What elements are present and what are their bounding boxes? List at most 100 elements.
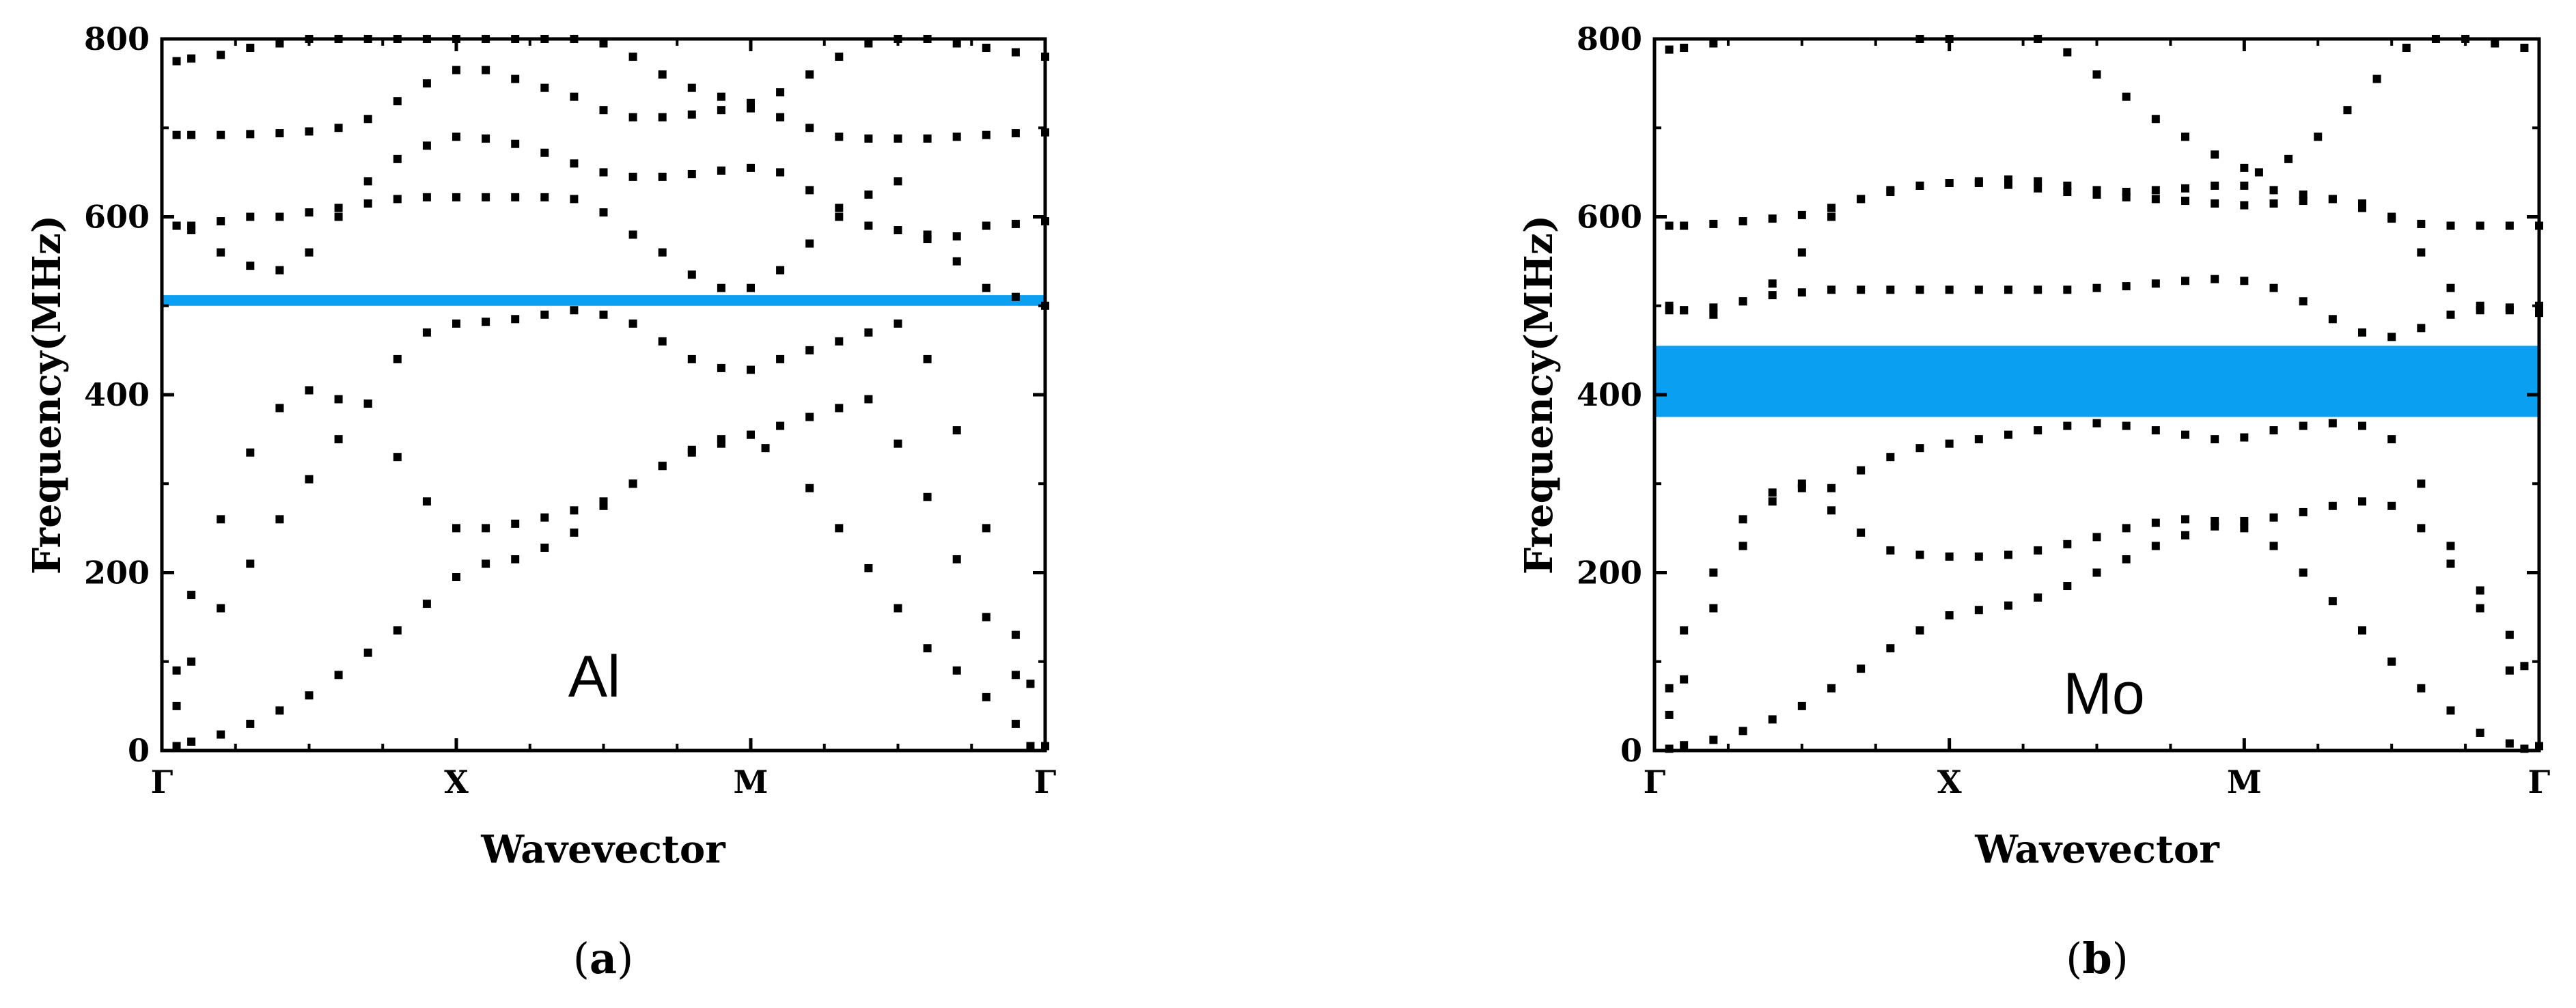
data-point [805, 239, 814, 248]
data-point [482, 193, 490, 201]
data-point [1709, 39, 1718, 48]
data-point [570, 506, 579, 515]
y-tick-label: 0 [1620, 732, 1642, 769]
data-point [2505, 666, 2514, 675]
data-point [1827, 204, 1836, 212]
data-point [658, 248, 667, 257]
data-point [1974, 177, 1983, 186]
data-point [776, 354, 785, 363]
data-point [452, 319, 460, 328]
data-point [305, 691, 314, 700]
data-point [2092, 186, 2101, 195]
data-point [2387, 214, 2396, 223]
data-point [2063, 582, 2072, 591]
data-point [2034, 177, 2042, 186]
data-point [2211, 181, 2219, 190]
data-point [540, 544, 549, 552]
data-point [305, 475, 314, 484]
data-point [1857, 195, 1866, 204]
data-point [187, 130, 196, 139]
data-point [511, 139, 520, 148]
data-point [2240, 524, 2249, 533]
data-point [2092, 533, 2101, 542]
band-gap-rect [1654, 346, 2539, 417]
data-point [422, 497, 431, 506]
data-point [570, 195, 579, 204]
data-point [1886, 188, 1895, 197]
data-point [2269, 426, 2278, 435]
data-point [2034, 546, 2042, 555]
data-point [2446, 706, 2455, 715]
data-point [776, 168, 785, 177]
data-point [2269, 199, 2278, 208]
data-point [1709, 736, 1718, 744]
data-point [1974, 606, 1983, 615]
chart-panel-b: 0 200 400 600 800 Γ X M Γ Frequency(MHz) Waveve… [1516, 20, 2551, 983]
data-point [894, 604, 902, 613]
data-point [246, 448, 255, 457]
data-point [422, 600, 431, 608]
data-point [2476, 728, 2484, 737]
data-point [482, 318, 490, 326]
data-point [1886, 453, 1895, 462]
data-point [2151, 279, 2160, 288]
data-point [747, 98, 755, 107]
data-point [1797, 288, 1806, 297]
data-point [2211, 516, 2219, 525]
data-point [894, 226, 902, 235]
data-point [1945, 439, 1954, 448]
data-point [2063, 540, 2072, 548]
data-point [835, 337, 844, 346]
data-point [1011, 292, 1020, 301]
data-point [923, 354, 932, 363]
data-point [776, 266, 785, 275]
data-point [1945, 179, 1954, 188]
data-point [570, 92, 579, 101]
data-point [2358, 626, 2366, 635]
data-point [2181, 184, 2189, 193]
data-point [599, 208, 608, 216]
material-annotation: Al [568, 644, 620, 710]
data-point [511, 519, 520, 528]
data-point [482, 559, 490, 568]
data-point [275, 515, 284, 524]
x-tick-label: X [1937, 764, 1962, 800]
data-point [982, 283, 991, 292]
data-point [1827, 506, 1836, 515]
data-point [2328, 315, 2337, 324]
data-point [2446, 542, 2455, 550]
data-point [1974, 552, 1983, 561]
data-point [2092, 70, 2101, 79]
data-point [2358, 421, 2366, 430]
data-point [511, 74, 520, 83]
data-point [1665, 301, 1674, 310]
data-point [246, 130, 255, 139]
data-point [864, 221, 873, 230]
data-point [1797, 210, 1806, 219]
data-point [187, 657, 196, 666]
data-point [1768, 497, 1777, 506]
data-point [540, 193, 549, 201]
data-point [393, 195, 402, 204]
data-point [570, 528, 579, 537]
data-point [1665, 710, 1674, 719]
data-point [2004, 285, 2012, 294]
data-point [1857, 285, 1866, 294]
panel-label: (b) [2066, 934, 2129, 983]
x-tick-label: Γ [151, 764, 174, 800]
data-point [2092, 283, 2101, 292]
data-point [1665, 221, 1674, 230]
data-point [275, 212, 284, 221]
x-axis-title: Wavevector [1974, 827, 2220, 872]
data-point [1709, 219, 1718, 228]
data-point [982, 524, 991, 533]
data-point [2476, 221, 2484, 230]
data-point [687, 110, 696, 119]
data-point [1665, 45, 1674, 54]
data-point [2151, 518, 2160, 527]
data-point [2328, 419, 2337, 428]
data-point [452, 524, 460, 533]
data-point [482, 524, 490, 533]
data-point [2417, 524, 2426, 533]
